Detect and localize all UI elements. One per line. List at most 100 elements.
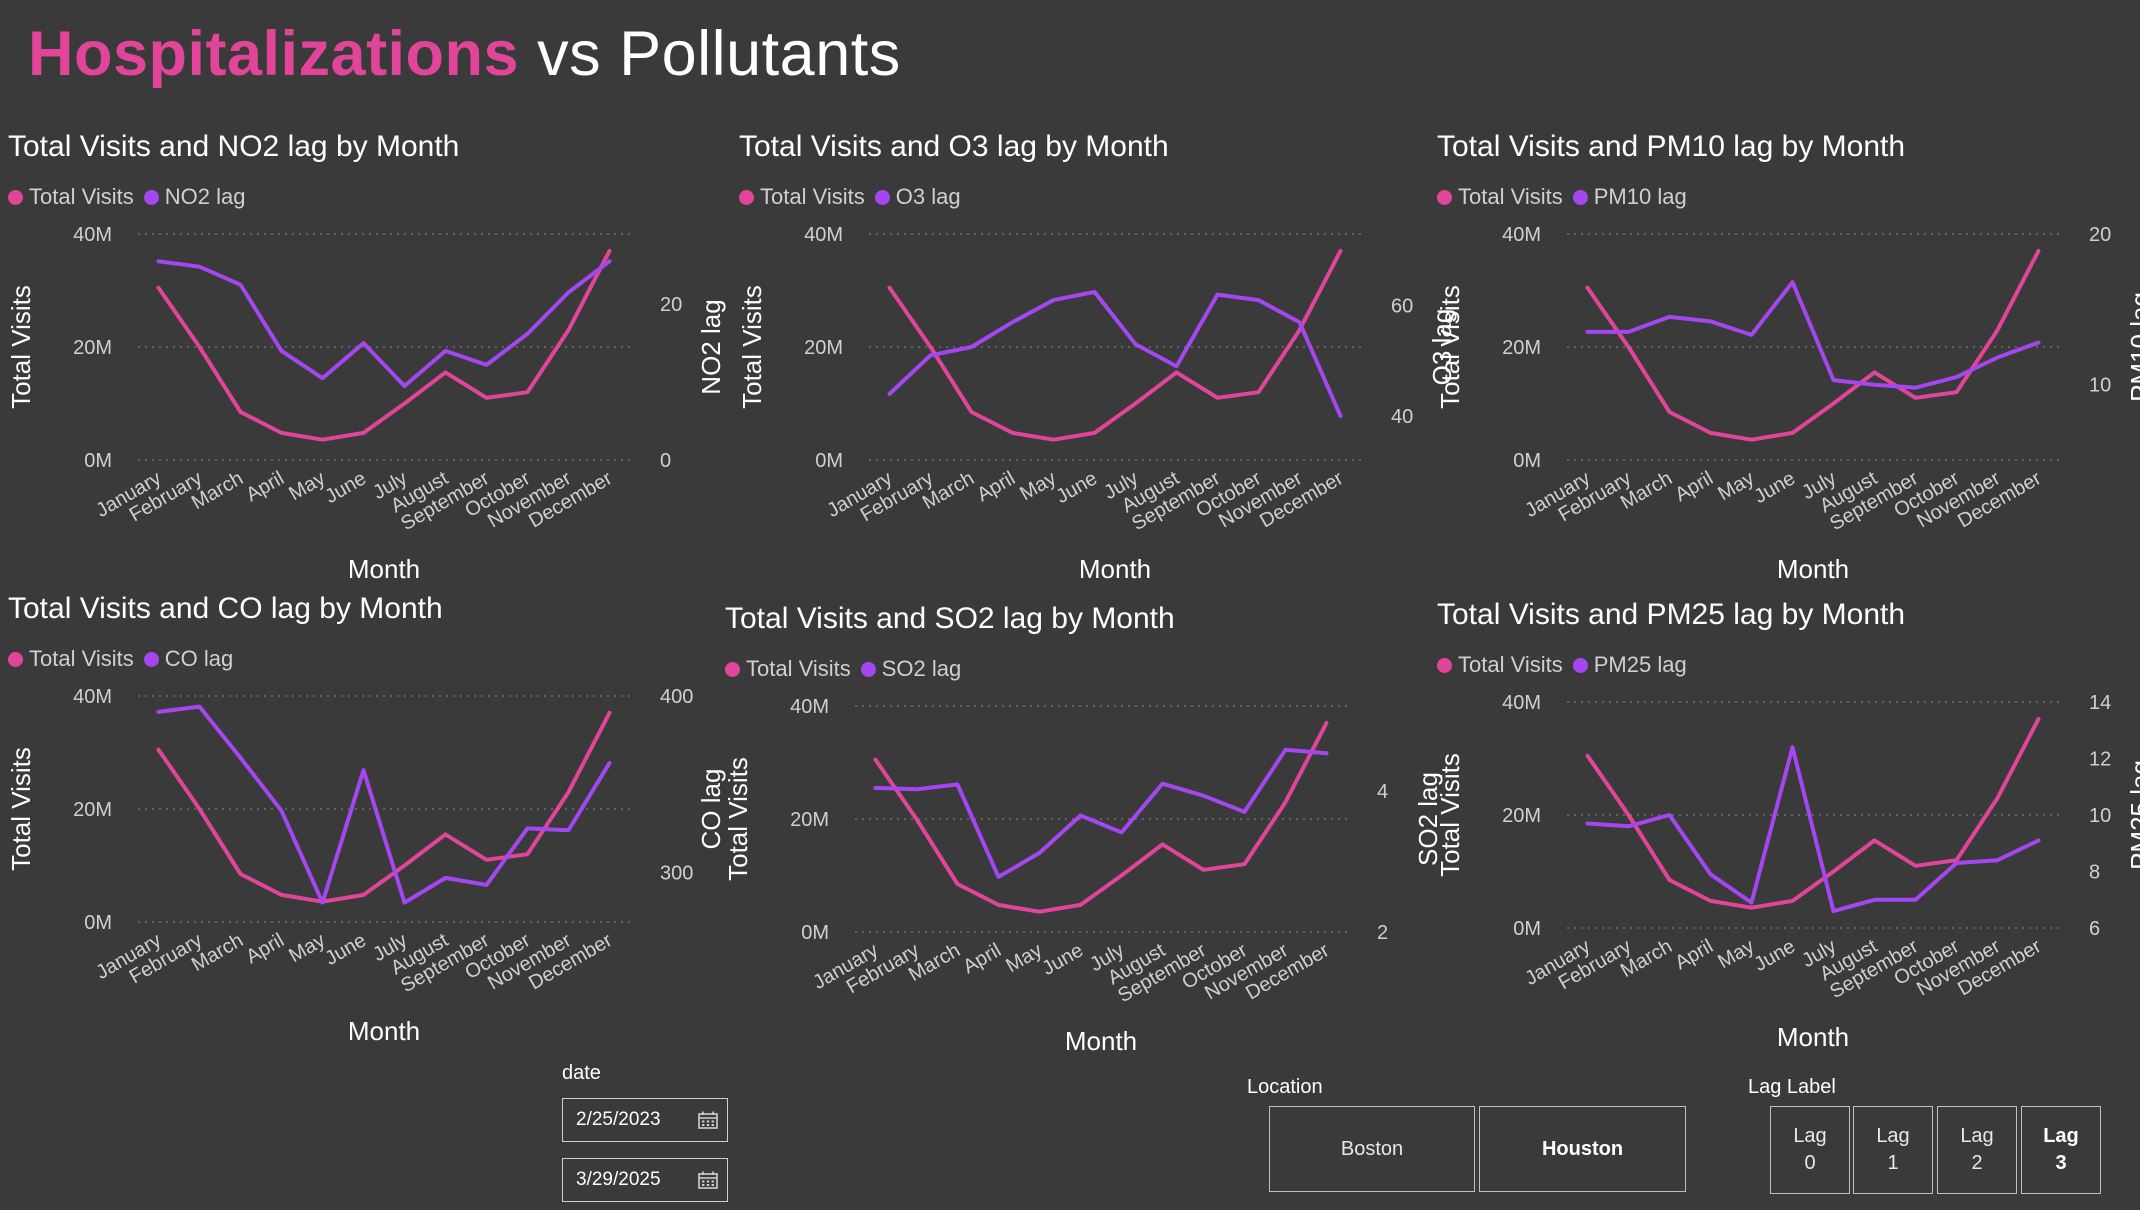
chart-title: Total Visits and O3 lag by Month (739, 130, 1169, 163)
legend-marker (739, 189, 754, 205)
y2-axis-title: PM10 lag (2125, 292, 2140, 402)
x-axis-title: Month (348, 554, 420, 584)
series-line-lag[interactable] (873, 747, 1329, 879)
lag-option-number: 0 (1804, 1152, 1816, 1174)
series-line-total-visits[interactable] (1585, 716, 2041, 910)
series-line-total-visits[interactable] (156, 248, 612, 442)
x-tick-label: June (1038, 939, 1087, 980)
series-line-total-visits[interactable] (873, 720, 1329, 914)
legend-marker (1572, 657, 1588, 673)
y-tick-label: 0M (1513, 450, 1541, 472)
x-tick-label: May (285, 467, 329, 505)
y2-axis-title: SO2 lag (1413, 772, 1443, 866)
y-tick-label: 40M (804, 224, 843, 246)
legend-marker (1437, 189, 1452, 205)
y-tick-label: 0M (815, 450, 843, 472)
y-tick-label: 20M (1502, 337, 1541, 359)
series-line-total-visits[interactable] (887, 248, 1343, 442)
legend-marker (1572, 189, 1588, 205)
y-axis-title: Total Visits (723, 757, 753, 881)
legend-marker (860, 661, 876, 677)
x-tick-label: May (1002, 939, 1046, 977)
legend-marker (143, 651, 159, 667)
legend-item[interactable]: NO2 lag (143, 184, 246, 210)
y2-tick-label: 8 (2089, 862, 2100, 884)
chart-plot: 0M20M40M4060JanuaryFebruaryMarchAprilMay… (737, 224, 1457, 584)
x-tick-label: May (1714, 935, 1758, 973)
series-line-total-visits[interactable] (1585, 248, 2041, 442)
y2-tick-label: 20 (2089, 224, 2111, 246)
y-tick-label: 40M (790, 696, 829, 718)
y2-tick-label: 0 (660, 450, 671, 472)
legend-item[interactable]: Total Visits (8, 646, 134, 672)
legend-item[interactable]: Total Visits (1437, 652, 1563, 678)
end-date-input[interactable]: 3/29/2025 (562, 1158, 728, 1202)
y-tick-label: 20M (790, 809, 829, 831)
lag-option-word: Lag (2043, 1125, 2079, 1147)
series-line-lag[interactable] (1585, 745, 2041, 914)
legend-label: SO2 lag (881, 656, 962, 681)
y-tick-label: 20M (73, 799, 112, 821)
y-axis-title: Total Visits (6, 285, 36, 409)
y-tick-label: 40M (1502, 224, 1541, 246)
x-tick-label: June (1750, 467, 1799, 508)
lag-option-word: Lag (1793, 1125, 1827, 1147)
x-tick-label: April (1671, 467, 1717, 506)
lag-option-3[interactable]: Lag 3 (2021, 1106, 2101, 1194)
y-axis-title: Total Visits (1435, 753, 1465, 877)
legend-item[interactable]: SO2 lag (860, 656, 962, 682)
legend-item[interactable]: Total Visits (725, 656, 851, 682)
legend-marker (725, 661, 740, 677)
y2-tick-label: 40 (1391, 406, 1413, 428)
y-tick-label: 40M (73, 686, 112, 708)
y-tick-label: 0M (1513, 918, 1541, 940)
legend-item[interactable]: CO lag (143, 646, 233, 672)
chart-legend: Total Visits PM10 lag (1437, 184, 1697, 210)
start-date-input[interactable]: 2/25/2023 (562, 1098, 728, 1142)
x-tick-label: April (242, 467, 288, 506)
x-axis-title: Month (1777, 1022, 1849, 1052)
lag-option-number: 1 (1887, 1152, 1899, 1174)
y-tick-label: 20M (73, 337, 112, 359)
legend-label: NO2 lag (164, 184, 246, 209)
x-axis-title: Month (1065, 1026, 1137, 1056)
x-tick-label: June (1052, 467, 1101, 508)
chart-plot: 0M20M40M020JanuaryFebruaryMarchAprilMayJ… (6, 224, 726, 584)
lag-option-1[interactable]: Lag 1 (1853, 1106, 1933, 1194)
x-tick-label: April (1671, 935, 1717, 974)
lag-option-0[interactable]: Lag 0 (1770, 1106, 1850, 1194)
lag-option-word: Lag (1960, 1125, 1994, 1147)
series-line-lag[interactable] (1585, 280, 2041, 390)
chart-legend: Total Visits PM25 lag (1437, 652, 1697, 678)
legend-item[interactable]: PM10 lag (1572, 184, 1687, 210)
end-date-value: 3/29/2025 (576, 1169, 661, 1190)
legend-item[interactable]: O3 lag (874, 184, 961, 210)
calendar-icon[interactable] (698, 1171, 718, 1189)
legend-item[interactable]: PM25 lag (1572, 652, 1687, 678)
y2-tick-label: 10 (2089, 375, 2111, 397)
legend-label: Total Visits (1458, 184, 1563, 209)
y2-axis-title: PM25 lag (2125, 760, 2140, 870)
x-axis-title: Month (1777, 554, 1849, 584)
series-line-total-visits[interactable] (156, 710, 612, 904)
chart-legend: Total Visits O3 lag (739, 184, 971, 210)
y-tick-label: 40M (1502, 692, 1541, 714)
chart-title: Total Visits and CO lag by Month (8, 592, 443, 625)
lag-option-2[interactable]: Lag 2 (1937, 1106, 2017, 1194)
calendar-icon[interactable] (698, 1111, 718, 1129)
legend-item[interactable]: Total Visits (739, 184, 865, 210)
legend-label: Total Visits (1458, 652, 1563, 677)
series-line-lag[interactable] (887, 289, 1343, 418)
x-tick-label: June (1750, 935, 1799, 976)
legend-item[interactable]: Total Visits (1437, 184, 1563, 210)
legend-marker (8, 651, 23, 667)
legend-label: Total Visits (29, 646, 134, 671)
x-axis-title: Month (348, 1016, 420, 1046)
legend-item[interactable]: Total Visits (8, 184, 134, 210)
location-option-houston[interactable]: Houston (1479, 1106, 1686, 1192)
location-option-boston[interactable]: Boston (1269, 1106, 1475, 1192)
series-line-lag[interactable] (156, 259, 612, 388)
series-line-lag[interactable] (156, 704, 612, 905)
y-axis-title: Total Visits (1435, 285, 1465, 409)
y-tick-label: 20M (804, 337, 843, 359)
